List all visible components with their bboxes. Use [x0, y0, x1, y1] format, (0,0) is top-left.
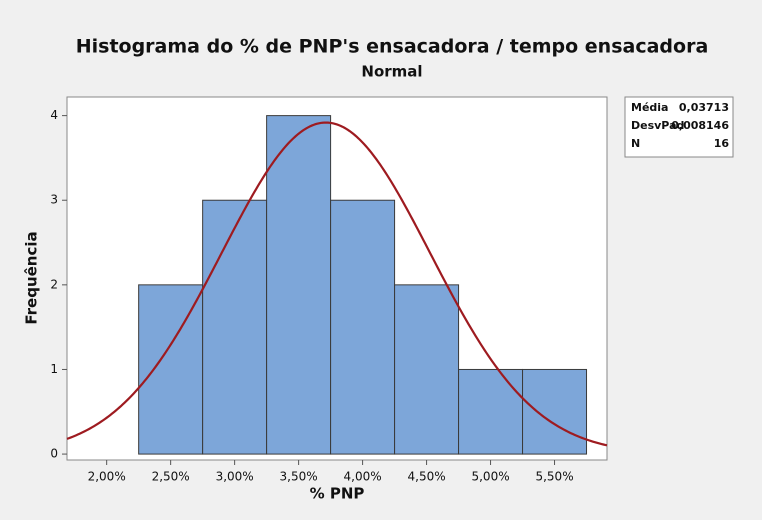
y-tick-label: 1: [50, 362, 58, 376]
bar: [202, 199, 268, 455]
y-tick-label: 2: [50, 277, 58, 291]
x-tick-label: 4,00%: [344, 470, 382, 484]
bar: [522, 368, 588, 455]
x-tick-label: 2,00%: [88, 470, 126, 484]
stats-name: DesvPad: [631, 119, 684, 132]
chart-subtitle: Normal: [361, 63, 422, 81]
normal-curve: [66, 121, 608, 447]
bar: [458, 368, 524, 455]
x-tick-label: 4,50%: [408, 470, 446, 484]
stats-name: Média: [631, 101, 668, 114]
x-tick-label: 2,50%: [152, 470, 190, 484]
stats-value: 16: [714, 137, 730, 150]
x-tick-label: 3,00%: [216, 470, 254, 484]
y-tick-label: 3: [50, 193, 58, 207]
stats-box: [624, 96, 734, 158]
stats-value: 0,008146: [671, 119, 729, 132]
x-tick-label: 5,00%: [471, 470, 509, 484]
stats-value: 0,03713: [679, 101, 729, 114]
bar: [394, 284, 460, 455]
y-axis-label: Frequência: [23, 231, 41, 324]
x-tick-label: 3,50%: [280, 470, 318, 484]
x-axis-label: % PNP: [310, 485, 365, 503]
y-tick-label: 0: [50, 447, 58, 461]
stats-name: N: [631, 137, 640, 150]
y-tick-label: 4: [50, 108, 58, 122]
bar: [138, 284, 204, 455]
chart-title: Histograma do % de PNP's ensacadora / te…: [76, 36, 709, 58]
x-tick-label: 5,50%: [535, 470, 573, 484]
bar: [266, 115, 332, 455]
bar: [330, 199, 396, 455]
